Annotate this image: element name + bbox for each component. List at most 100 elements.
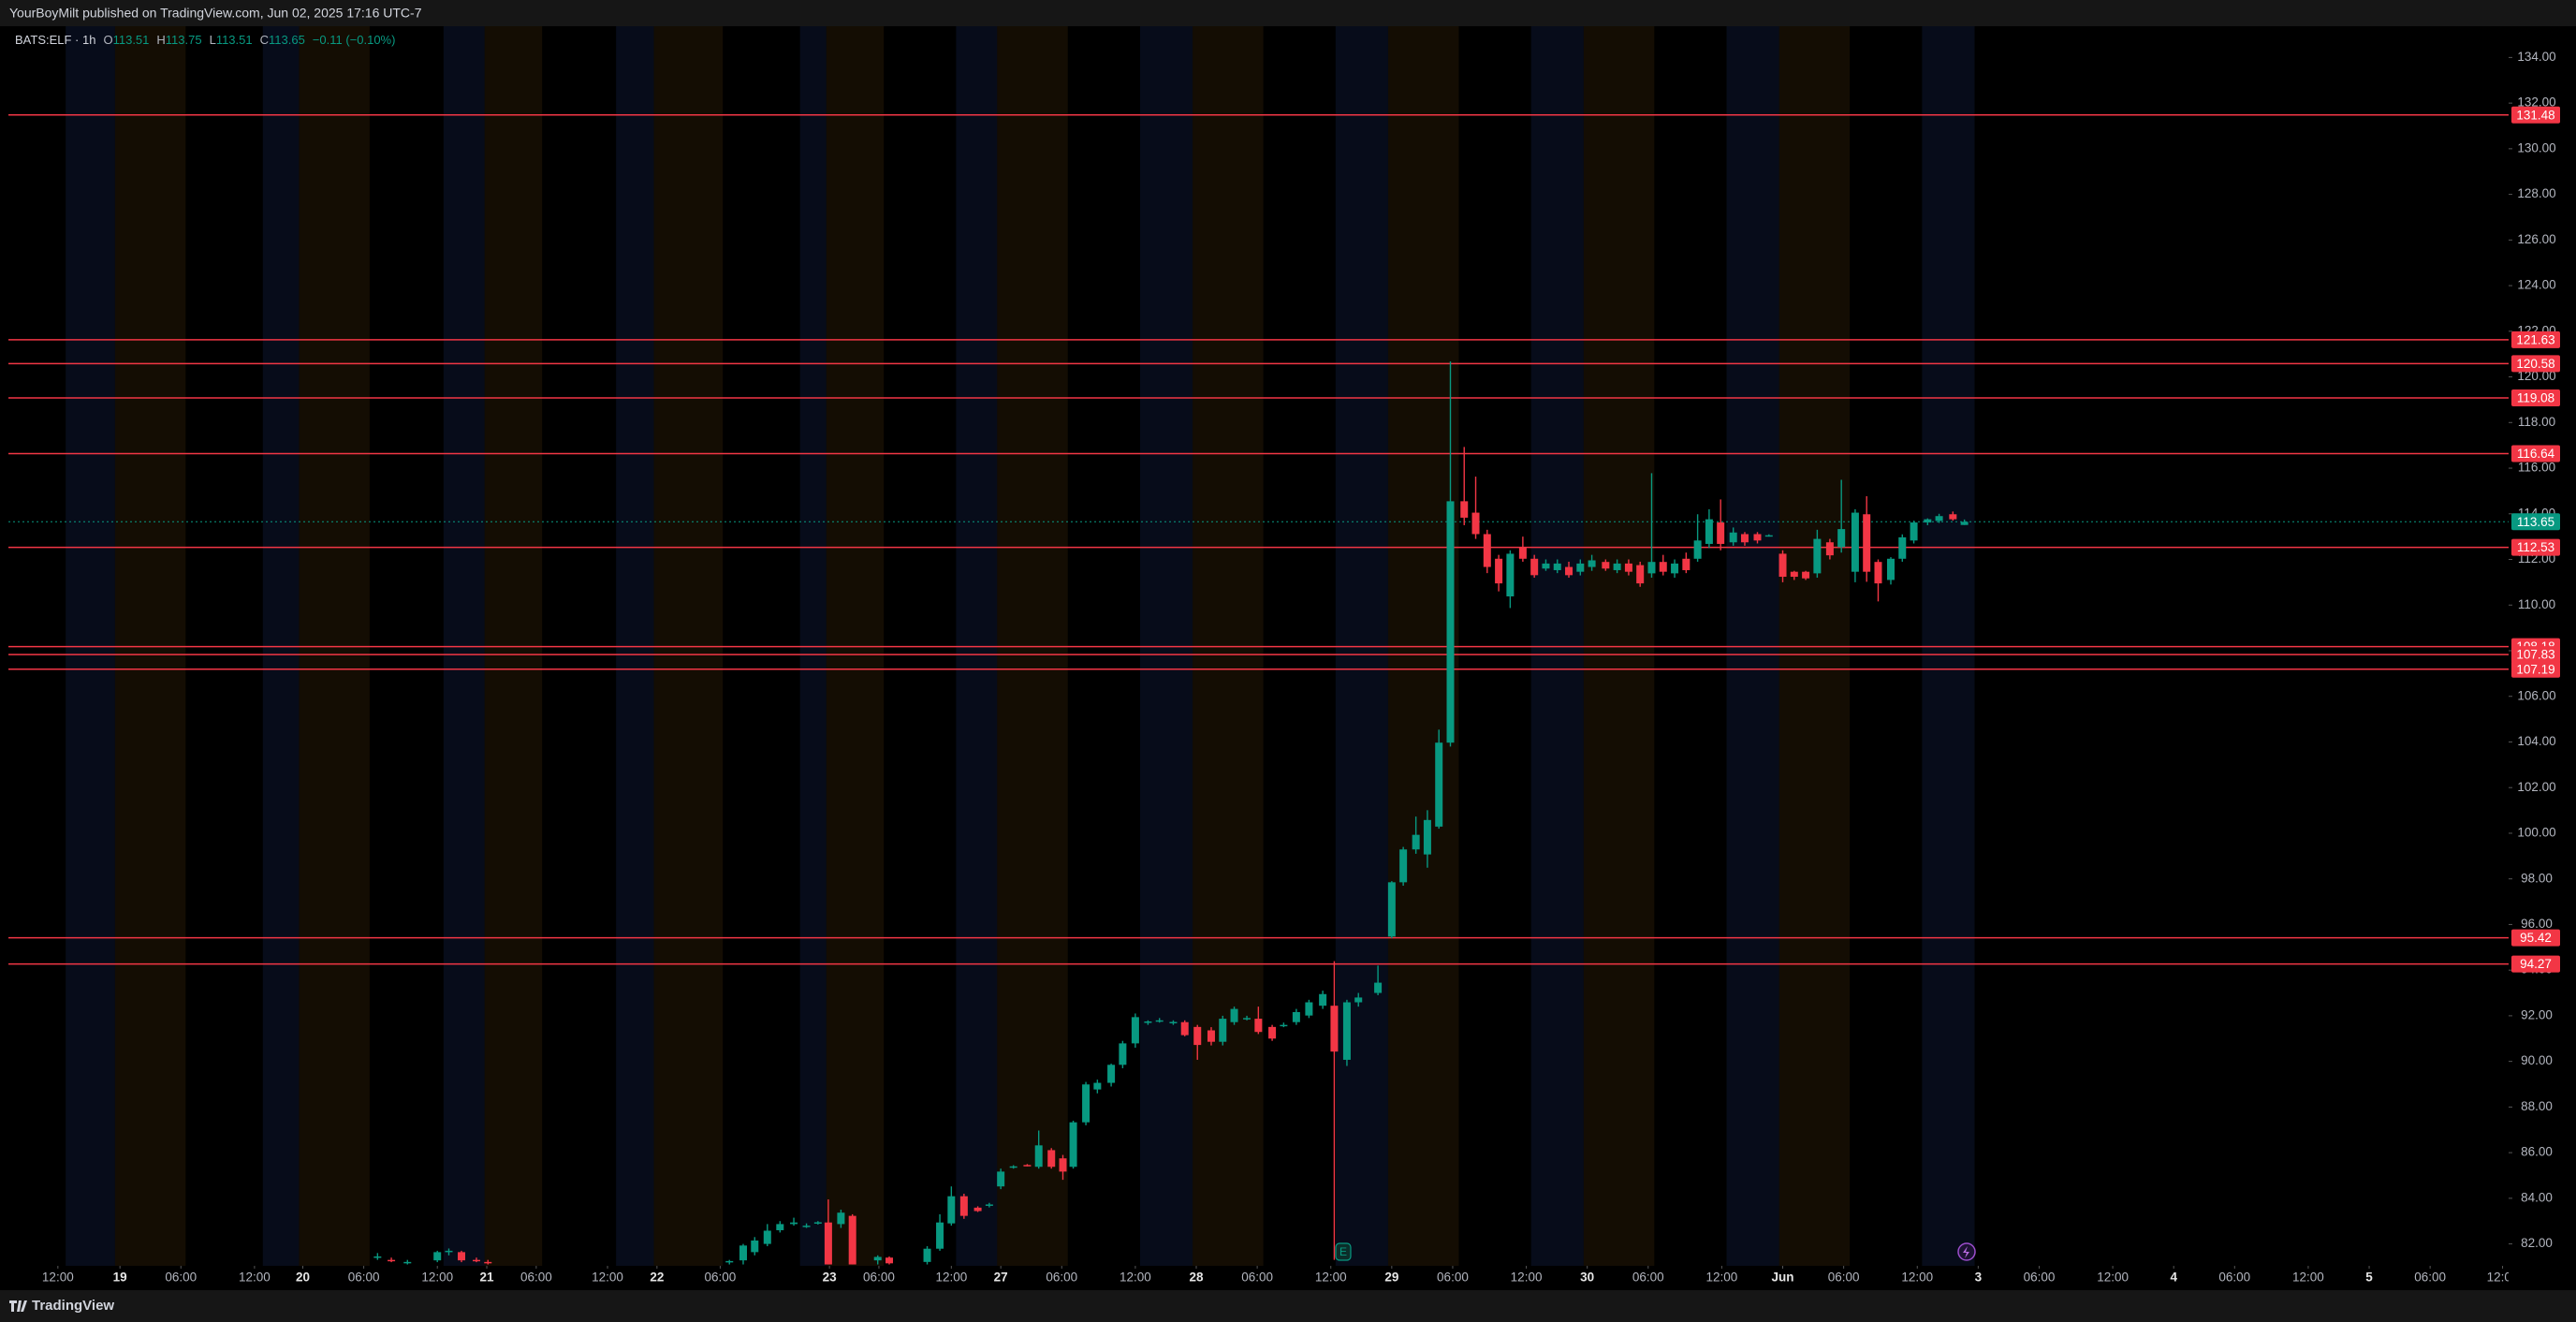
candle-body <box>1435 742 1443 827</box>
last-price-label: 113.65 <box>2517 515 2554 529</box>
level-label: 121.63 <box>2516 332 2554 346</box>
x-tick-label: 12:00 <box>239 1271 271 1285</box>
axes: 82.0084.0086.0088.0090.0092.0094.0096.00… <box>42 50 2560 1285</box>
x-tick-label: 30 <box>1580 1271 1594 1285</box>
candle-body <box>445 1250 453 1253</box>
x-tick-label: 06:00 <box>2218 1271 2250 1285</box>
legend-ohlc-name: L <box>210 33 216 47</box>
earnings-marker-box <box>1335 1242 1352 1261</box>
candle-body <box>373 1256 382 1258</box>
candle-body <box>1740 534 1749 543</box>
legend-ohlc-value: 113.51 <box>216 33 253 47</box>
candle-body <box>1863 514 1871 572</box>
candle-body <box>1851 512 1859 572</box>
candle-body <box>1764 535 1773 537</box>
y-tick-label: 118.00 <box>2518 415 2555 429</box>
x-tick-label: 4 <box>2170 1271 2177 1285</box>
candle-body <box>1837 529 1846 548</box>
candle-body <box>433 1252 442 1261</box>
y-tick-label: 98.00 <box>2521 871 2553 885</box>
y-tick-label: 128.00 <box>2517 186 2555 200</box>
level-label: 107.19 <box>2516 662 2554 676</box>
candle-body <box>936 1222 944 1249</box>
x-tick-label: 06:00 <box>2024 1271 2056 1285</box>
event-icon-bolt <box>1963 1246 1969 1258</box>
candle-body <box>1530 558 1539 576</box>
candle-body <box>1342 1002 1351 1060</box>
candle-body <box>1647 562 1656 574</box>
candle-body <box>1542 563 1550 569</box>
x-tick-label: 12:00 <box>935 1271 967 1285</box>
level-label-box <box>2511 955 2560 973</box>
candle-body <box>973 1207 982 1212</box>
level-label-box <box>2511 106 2560 124</box>
publish-header: YourBoyMilt published on TradingView.com… <box>9 6 422 21</box>
x-tick-label: 19 <box>113 1271 127 1285</box>
x-tick-label: 29 <box>1384 1271 1398 1285</box>
x-tick-label: 06:00 <box>348 1271 380 1285</box>
candle-body <box>1169 1021 1178 1023</box>
y-tick-label: 134.00 <box>2517 50 2555 64</box>
x-tick-label: 12:00 <box>2097 1271 2129 1285</box>
y-tick-label: 82.00 <box>2521 1236 2553 1250</box>
legend-ohlc-value: 113.51 <box>113 33 150 47</box>
candle-body <box>1243 1018 1251 1020</box>
x-tick-label: 06:00 <box>165 1271 197 1285</box>
candle-body <box>739 1245 747 1261</box>
footer-logo <box>9 1300 27 1312</box>
candle-body <box>1069 1122 1077 1168</box>
level-label: 120.58 <box>2516 357 2554 371</box>
level-label-box <box>2511 538 2560 556</box>
candle-body <box>725 1260 734 1263</box>
candle-body <box>1193 1026 1202 1046</box>
last-price-box <box>2511 513 2560 531</box>
candle-body <box>1636 565 1645 584</box>
candle-body <box>1423 819 1431 855</box>
candle-body <box>1144 1021 1152 1023</box>
x-tick-label: 5 <box>2365 1271 2373 1285</box>
x-tick-label: 22 <box>650 1271 664 1285</box>
y-tick-label: 100.00 <box>2517 826 2555 840</box>
candle-body <box>1354 997 1363 1003</box>
candle-body <box>763 1230 771 1244</box>
candle-body <box>1155 1020 1164 1022</box>
candle-body <box>1131 1017 1139 1044</box>
candle-body <box>790 1222 798 1225</box>
candle-body <box>1825 542 1834 556</box>
level-label: 107.83 <box>2516 648 2554 662</box>
x-tick-label: 12:00 <box>592 1271 623 1285</box>
candle-body <box>802 1226 811 1227</box>
candle-body <box>403 1261 412 1264</box>
x-tick-label: 06:00 <box>2414 1271 2446 1285</box>
y-tick-label: 90.00 <box>2521 1053 2553 1067</box>
legend-ohlc-name: O <box>103 33 112 47</box>
y-tick-label: 96.00 <box>2521 917 2553 931</box>
legend-ohlc-value: 113.75 <box>166 33 202 47</box>
candle-body <box>1319 993 1327 1006</box>
candle-body <box>1924 519 1932 523</box>
candle-body <box>1292 1012 1300 1022</box>
candle-body <box>1506 553 1515 596</box>
candle-body <box>1047 1150 1056 1168</box>
level-label-box <box>2511 929 2560 947</box>
candle-body <box>1693 540 1702 559</box>
x-tick-label: 12:00 <box>42 1271 74 1285</box>
legend-symbol: BATS:ELF · 1h <box>15 33 95 47</box>
y-tick-label: 120.00 <box>2517 369 2555 383</box>
x-tick-label: 06:00 <box>863 1271 895 1285</box>
y-tick-label: 104.00 <box>2517 734 2555 748</box>
candle-body <box>776 1224 784 1230</box>
x-tick-label: 06:00 <box>1046 1271 1077 1285</box>
candle-body <box>1093 1082 1102 1090</box>
y-tick-label: 88.00 <box>2521 1099 2553 1113</box>
candle-body <box>1180 1021 1189 1036</box>
candle-body <box>813 1222 822 1224</box>
x-tick-label: 06:00 <box>705 1271 737 1285</box>
legend-ohlc-value: 113.65 <box>269 33 305 47</box>
legend-change: −0.11 (−0.10%) <box>313 33 396 47</box>
level-label: 119.08 <box>2517 391 2554 405</box>
y-tick-label: 106.00 <box>2517 688 2555 702</box>
legend-ohlc-name: H <box>156 33 165 47</box>
x-tick-label: 06:00 <box>1632 1271 1664 1285</box>
y-tick-label: 124.00 <box>2517 278 2555 292</box>
